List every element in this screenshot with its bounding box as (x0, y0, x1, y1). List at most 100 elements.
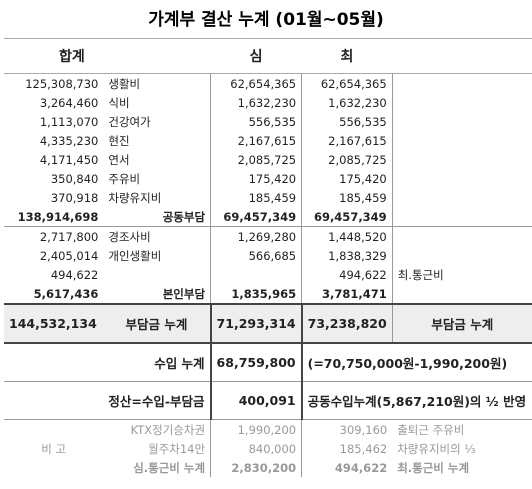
sim-cell: 62,654,365 (210, 73, 303, 93)
total-cell: 144,532,134 (4, 303, 104, 344)
choi-cell: 185,459 (301, 188, 393, 207)
total-cell: 4,335,230 (39, 133, 99, 148)
choi-cell: 3,781,471 (301, 284, 393, 305)
item-cell: 현진 (103, 131, 212, 150)
sim-cell: 2,830,200 (210, 458, 303, 477)
item-cell: 부담금 누계 (103, 303, 212, 344)
note-cell (392, 131, 532, 150)
choi-cell: 73,238,820 (301, 303, 393, 344)
note-cell (392, 93, 532, 112)
total-cell: 138,914,698 (4, 207, 104, 227)
item-cell: 건강여가 (103, 112, 212, 131)
total-cell: 4,171,450 (39, 152, 99, 167)
header-row: 합계 심 최 (4, 38, 532, 74)
note-cell: 차량유지비의 ⅓ (397, 441, 476, 456)
total-cell: 494,622 (50, 267, 99, 282)
note-cell: 최.통근비 누계 (397, 460, 470, 475)
remark-row: 심.통근비 누계 2,830,200 494,622 최.통근비 누계 (4, 458, 532, 477)
choi-cell: 185,462 (339, 441, 388, 456)
choi-cell: 1,632,230 (301, 93, 393, 112)
note-cell (392, 284, 532, 305)
item-cell: 식비 (103, 93, 212, 112)
total-cell: 1,113,070 (39, 114, 99, 129)
ledger-row: 정산=수입-부담금 400,091 공동수입누계(5,867,210원)의 ½ 반영 (4, 381, 532, 420)
sim-cell: 1,835,965 (210, 284, 303, 305)
sim-cell: 840,000 (210, 439, 303, 458)
item-cell (103, 265, 212, 284)
total-cell: 350,840 (50, 171, 99, 186)
ledger-row: 125,308,730 생활비 62,654,365 62,654,365 (4, 73, 532, 93)
ledger-table: 합계 심 최 125,308,730 생활비 62,654,365 62,654,36… (4, 38, 532, 477)
choi-cell: 62,654,365 (301, 73, 393, 93)
choi-cell: 175,420 (301, 169, 393, 188)
ledger-row: 2,405,014 개인생활비 566,685 1,838,329 (4, 246, 532, 265)
ledger-row: 2,717,800 경조사비 1,269,280 1,448,520 (4, 226, 532, 247)
sim-cell: 556,535 (210, 112, 303, 131)
item-cell: 연서 (103, 150, 212, 169)
item-cell: 정산=수입-부담금 (103, 381, 212, 420)
sim-cell: 1,269,280 (210, 226, 303, 246)
header-sim: 심 (210, 38, 302, 74)
total-cell: 370,918 (50, 190, 99, 205)
choi-cell: 2,167,615 (301, 131, 393, 150)
item-cell: 공동부담 (103, 207, 212, 227)
header-blank (392, 38, 532, 74)
ledger-row: 수입 누계 68,759,800 (=70,750,000원-1,990,200원) (4, 343, 532, 382)
choi-cell: 494,622 (301, 265, 393, 284)
total-cell: 2,717,800 (39, 229, 99, 244)
ledger-row: 144,532,134 부담금 누계 71,293,314 73,238,820 부담금… (4, 303, 532, 344)
choi-cell: 494,622 (334, 460, 388, 475)
ledger-row: 494,622 494,622 최.통근비 (4, 265, 532, 284)
remark-row: 비 고 KTX정기승차권 1,990,200 309,160 출퇴근 주유비 (4, 419, 532, 456)
item-cell: KTX정기승차권 (103, 419, 212, 439)
sim-cell: 2,085,725 (210, 150, 303, 169)
choi-cell: 2,085,725 (301, 150, 393, 169)
choi-cell: 1,448,520 (301, 226, 393, 246)
sim-cell: 69,457,349 (210, 207, 303, 227)
sim-cell: 2,167,615 (210, 131, 303, 150)
sim-cell: 1,632,230 (210, 93, 303, 112)
note-cell (392, 227, 532, 247)
note-cell (392, 112, 532, 131)
choi-cell: 1,838,329 (301, 246, 393, 265)
header-total: 합계 (4, 38, 211, 74)
item-cell: 차량유지비 (103, 188, 212, 207)
title: 가계부 결산 누계 (01월~05월) (148, 10, 384, 30)
sim-cell: 185,459 (210, 188, 303, 207)
header-choi: 최 (301, 38, 393, 74)
sim-cell (210, 265, 303, 284)
item-cell: 경조사비 (103, 226, 212, 246)
total-cell (4, 381, 104, 420)
remark-row: 월주차14만 840,000 185,462 차량유지비의 ⅓ (4, 439, 532, 458)
note-cell: 출퇴근 주유비 (397, 422, 465, 437)
item-cell: 수입 누계 (103, 343, 212, 382)
ledger-row: 5,617,436 본인부담 1,835,965 3,781,471 (4, 284, 532, 305)
item-cell: 심.통근비 누계 (103, 458, 212, 477)
note-cell: 최.통근비 (397, 267, 444, 282)
total-cell: 3,264,460 (39, 95, 99, 110)
ledger-row: 4,171,450 연서 2,085,725 2,085,725 (4, 150, 532, 169)
note-cell (392, 169, 532, 188)
remark-label: 비 고 (41, 441, 67, 456)
total-cell: 125,308,730 (25, 76, 99, 91)
note-cell (392, 246, 532, 265)
sim-cell: 400,091 (209, 381, 303, 420)
ledger-row: 1,113,070 건강여가 556,535 556,535 (4, 112, 532, 131)
note-cell: 공동수입누계(5,867,210원)의 ½ 반영 (301, 381, 532, 420)
sim-cell: 175,420 (210, 169, 303, 188)
note-cell: (=70,750,000원-1,990,200원) (301, 343, 532, 382)
ledger-row: 350,840 주유비 175,420 175,420 (4, 169, 532, 188)
ledger-row: 4,335,230 현진 2,167,615 2,167,615 (4, 131, 532, 150)
item-cell: 주유비 (103, 169, 212, 188)
total-cell: 5,617,436 (4, 284, 104, 305)
note-cell (392, 207, 532, 227)
note-cell (392, 150, 532, 169)
choi-cell: 556,535 (301, 112, 393, 131)
item-cell: 개인생활비 (103, 246, 212, 265)
item-cell: 본인부담 (103, 284, 212, 305)
item-cell: 생활비 (103, 73, 212, 93)
ledger-row: 138,914,698 공동부담 69,457,349 69,457,349 (4, 207, 532, 227)
choi-cell: 309,160 (339, 422, 388, 437)
note-cell: 부담금 누계 (392, 303, 532, 344)
